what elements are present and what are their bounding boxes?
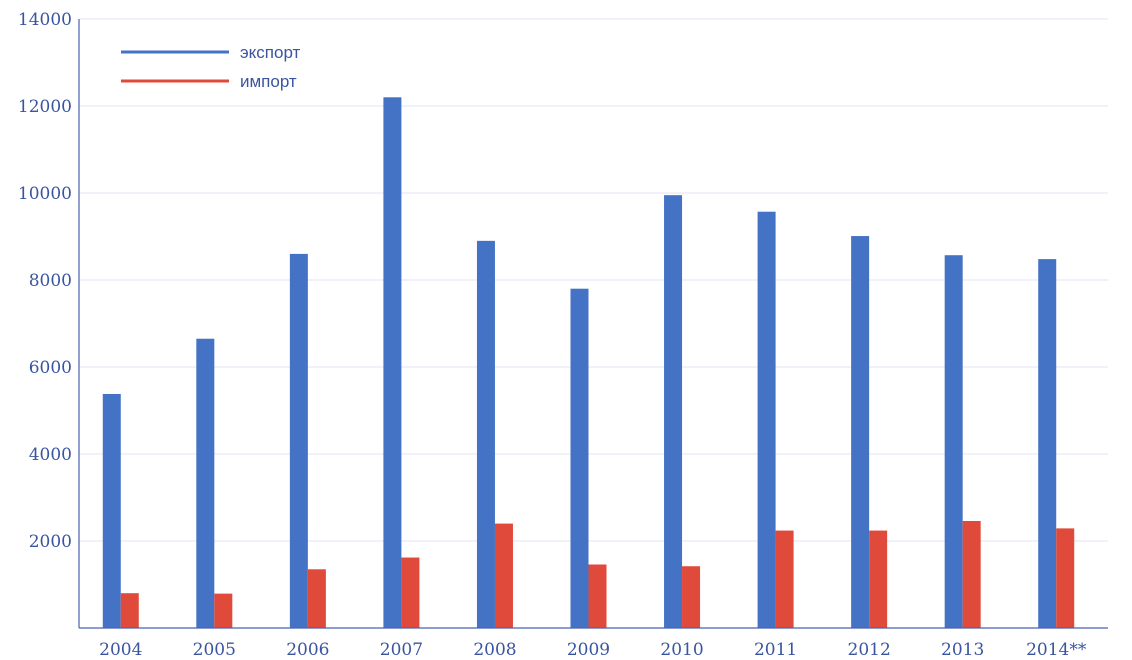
import-bar	[682, 566, 701, 628]
y-tick-label: 2000	[29, 532, 72, 552]
export-bar	[851, 236, 870, 628]
export-bar	[944, 255, 963, 628]
export-bar	[196, 338, 215, 628]
import-bar	[307, 569, 326, 628]
export-bar	[102, 393, 121, 628]
x-tick-label: 2011	[754, 640, 797, 660]
y-tick-labels: 2000 4000 6000 8000 10000 12000 14000	[18, 10, 72, 552]
x-tick-label: 2014**	[1026, 640, 1087, 660]
import-bar	[214, 593, 233, 628]
export-bar	[1038, 259, 1057, 628]
import-bar	[869, 530, 888, 628]
import-bar	[120, 593, 139, 628]
x-tick-label: 2013	[941, 640, 984, 660]
y-tick-label: 14000	[18, 10, 72, 30]
legend-label-export: экспорт	[240, 43, 301, 62]
export-bar	[289, 253, 308, 628]
export-bar	[664, 195, 683, 629]
x-tick-label: 2007	[380, 640, 423, 660]
x-tick-label: 2012	[848, 640, 891, 660]
import-bar	[962, 520, 981, 628]
export-bar	[570, 288, 589, 628]
y-tick-label: 4000	[29, 445, 72, 465]
y-tick-label: 8000	[29, 271, 72, 291]
legend: экспорт импорт	[121, 43, 301, 91]
y-tick-label: 12000	[18, 97, 72, 117]
export-bar	[476, 240, 495, 628]
axes	[78, 19, 1108, 629]
y-tick-label: 10000	[18, 184, 72, 204]
x-tick-label: 2010	[660, 640, 703, 660]
y-tick-label: 6000	[29, 358, 72, 378]
x-tick-label: 2008	[473, 640, 516, 660]
export-bar	[383, 97, 402, 629]
import-bar	[1056, 528, 1075, 628]
import-bar	[775, 530, 794, 628]
x-tick-labels: 2004 2005 2006 2007 2008 2009 2010 2011 2012 2013…	[99, 640, 1087, 660]
x-tick-label: 2006	[286, 640, 329, 660]
import-bar	[588, 564, 607, 628]
x-tick-label: 2004	[99, 640, 142, 660]
import-bar	[494, 523, 513, 628]
bars	[102, 97, 1075, 629]
legend-label-import: импорт	[240, 72, 297, 91]
x-tick-label: 2009	[567, 640, 610, 660]
import-bar	[401, 557, 420, 628]
gridlines	[79, 18, 1108, 542]
export-bar	[757, 211, 776, 628]
x-tick-label: 2005	[193, 640, 236, 660]
